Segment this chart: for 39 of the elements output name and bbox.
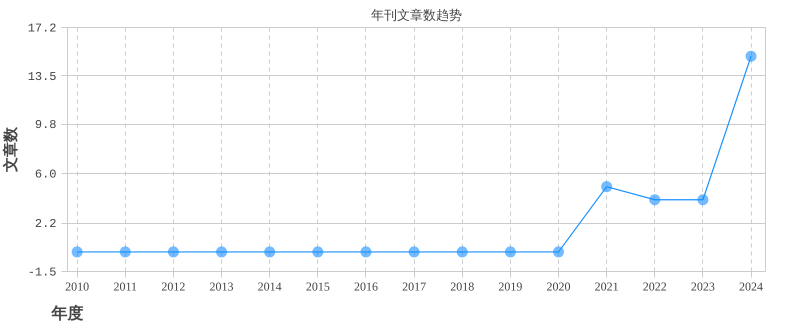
point bbox=[216, 246, 228, 258]
x-tick-label: 2017 bbox=[402, 280, 426, 294]
x-axis-title: 年度 bbox=[50, 304, 84, 322]
point bbox=[408, 246, 420, 258]
y-tick-label: 9.8 bbox=[34, 118, 57, 132]
point bbox=[601, 181, 612, 192]
x-tick-label: 2013 bbox=[210, 280, 234, 294]
x-tick-label: 2022 bbox=[642, 280, 667, 294]
y-axis-title: 文章数 bbox=[2, 126, 20, 173]
point bbox=[746, 50, 757, 62]
x-tick-label: 2016 bbox=[354, 280, 378, 294]
chart-title: 年刊文章数趋势 bbox=[371, 8, 462, 22]
x-tick-label: 2018 bbox=[450, 280, 474, 294]
point bbox=[456, 246, 468, 258]
y-tick-label: -1.5 bbox=[28, 266, 57, 280]
x-tick-label: 2014 bbox=[258, 280, 282, 294]
point bbox=[168, 246, 179, 258]
x-tick-label: 2015 bbox=[306, 280, 330, 294]
point bbox=[312, 246, 324, 258]
x-tick-label: 2019 bbox=[498, 280, 522, 294]
y-tick-label: 13.5 bbox=[28, 70, 57, 84]
x-tick-label: 2020 bbox=[546, 280, 571, 294]
x-tick-label: 2021 bbox=[594, 280, 619, 294]
y-tick-label: 6.0 bbox=[34, 168, 57, 182]
point bbox=[553, 246, 564, 258]
point bbox=[360, 246, 372, 258]
point bbox=[504, 246, 516, 258]
y-tick-label: 17.2 bbox=[28, 22, 57, 36]
x-tick-label: 2023 bbox=[690, 280, 715, 294]
x-tick-label: 2011 bbox=[113, 280, 138, 294]
x-tick-label: 2012 bbox=[161, 280, 186, 294]
x-tick-label: 2010 bbox=[65, 280, 90, 294]
y-tick-label: 2.2 bbox=[34, 217, 57, 232]
point bbox=[72, 246, 83, 258]
point bbox=[120, 246, 131, 258]
point bbox=[649, 194, 660, 206]
point bbox=[697, 194, 708, 206]
x-tick-label: 2024 bbox=[739, 280, 764, 294]
point bbox=[264, 246, 276, 258]
